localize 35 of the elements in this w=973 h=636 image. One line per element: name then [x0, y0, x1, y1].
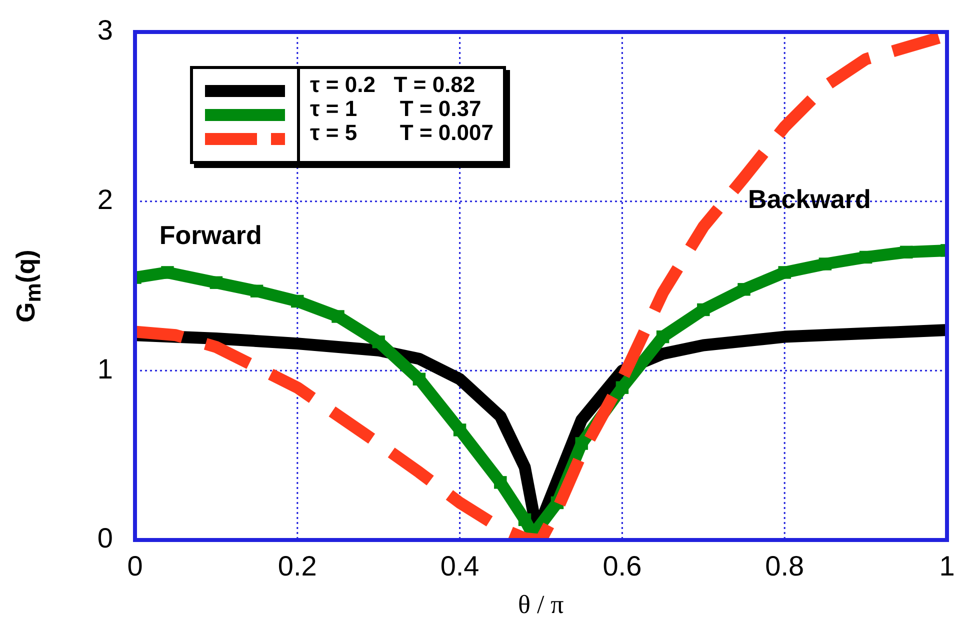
- x-tick-label: 1: [939, 550, 955, 582]
- point: [818, 258, 832, 270]
- point: [291, 294, 304, 308]
- x-tick-label: 0.2: [278, 550, 317, 582]
- point: [738, 283, 750, 296]
- point: [778, 266, 791, 279]
- x-axis-title: θ / π: [518, 590, 564, 620]
- x-tick-label: 0.4: [440, 550, 480, 582]
- point: [518, 513, 532, 526]
- point: [900, 246, 913, 258]
- legend-label: τ = 1 T = 0.37: [310, 96, 482, 121]
- point: [575, 437, 588, 450]
- x-tick-label: 0.8: [765, 550, 804, 582]
- y-tick-label: 0: [97, 522, 113, 554]
- y-tick-label: 2: [97, 184, 113, 216]
- point: [656, 330, 670, 344]
- annotation: Backward: [748, 184, 871, 216]
- point: [494, 476, 507, 489]
- legend-label: τ = 5 T = 0.007: [310, 120, 494, 145]
- point: [210, 276, 223, 289]
- point: [250, 284, 264, 298]
- point: [859, 250, 872, 264]
- annotation: Forward: [159, 220, 262, 251]
- point: [372, 336, 385, 348]
- point: [616, 381, 629, 394]
- point: [412, 372, 426, 386]
- legend-label: τ = 0.2 T = 0.82: [310, 72, 476, 97]
- y-tick-label: 1: [97, 353, 113, 384]
- point: [161, 266, 174, 279]
- point: [697, 303, 710, 316]
- y-tick-label: 3: [97, 14, 113, 46]
- x-tick-label: 0: [127, 550, 143, 582]
- point: [453, 424, 466, 436]
- point: [332, 310, 344, 323]
- x-tick-label: 0.6: [602, 550, 642, 582]
